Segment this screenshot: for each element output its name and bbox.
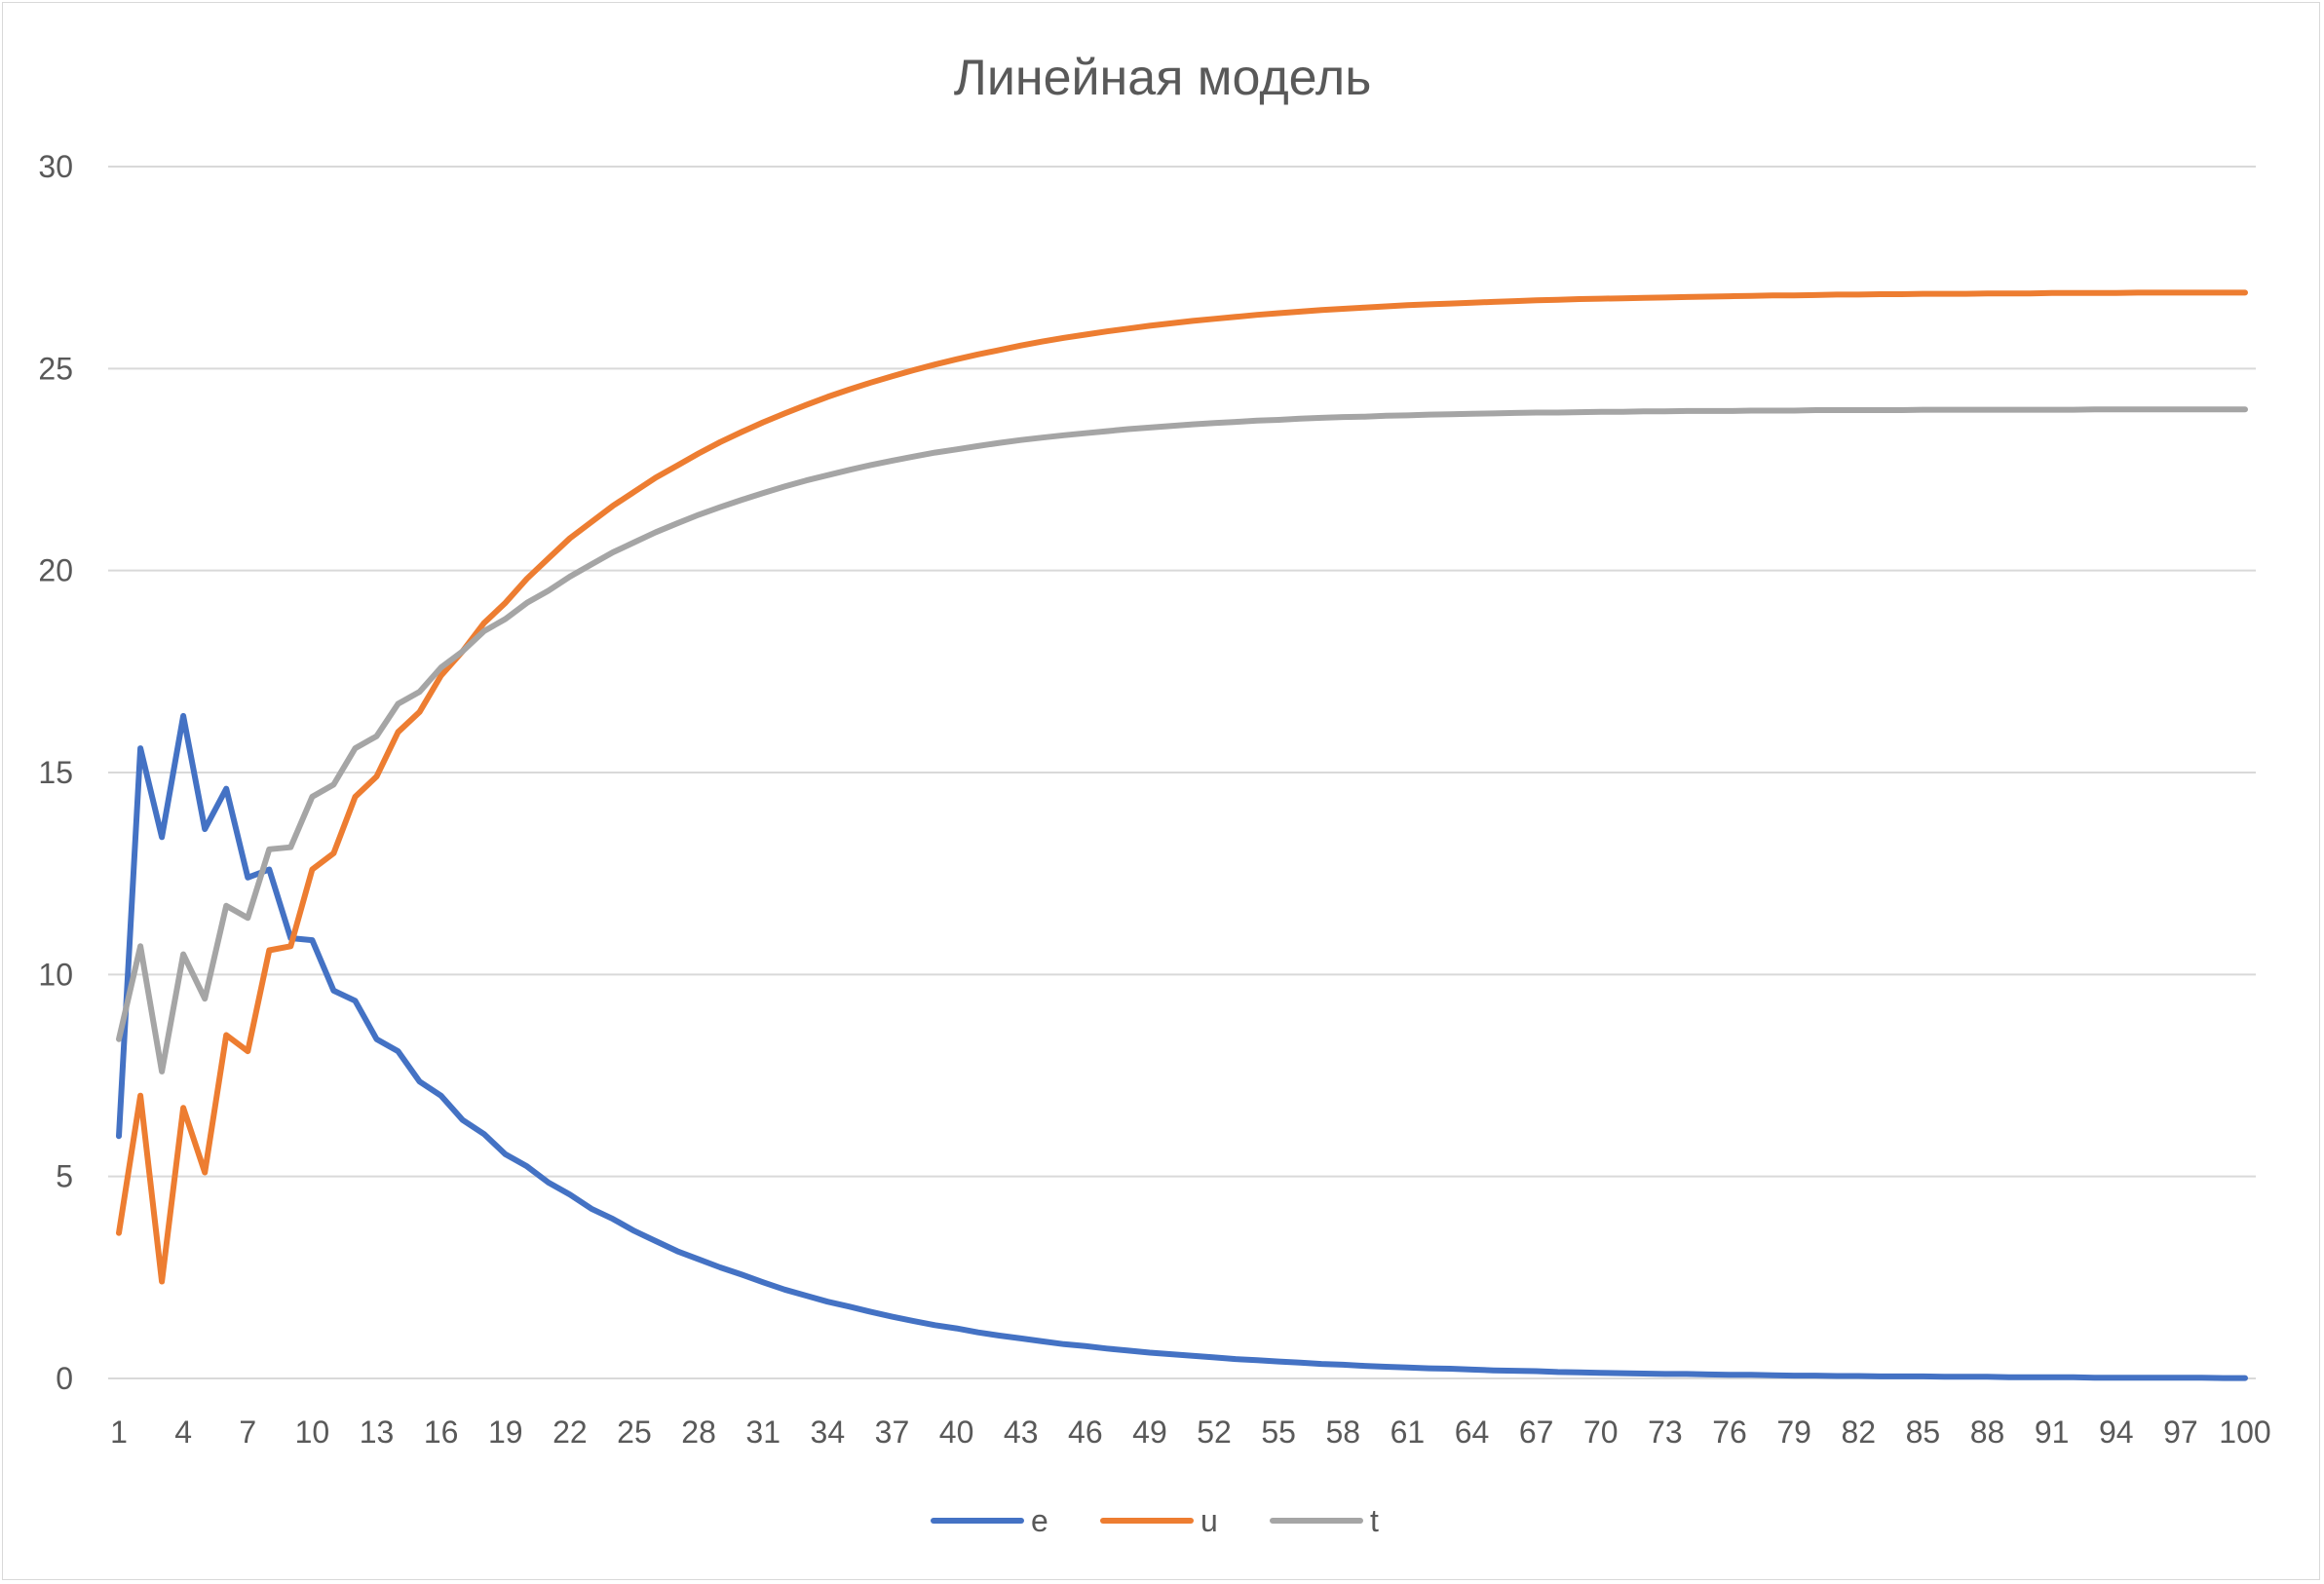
legend-label-u: u (1200, 1503, 1218, 1538)
x-tick-label: 46 (1068, 1414, 1103, 1450)
x-tick-label: 28 (681, 1414, 716, 1450)
series-line-e (116, 712, 2248, 1381)
chart-svg: Линейная модель 0 5 10 15 20 25 30 1 4 7 10 13 16 19… (38, 50, 2271, 1538)
y-tick-label: 15 (38, 755, 73, 790)
x-tick-label: 64 (1455, 1414, 1490, 1450)
x-tick-label: 13 (360, 1414, 395, 1450)
legend-label-e: e (1031, 1503, 1048, 1538)
x-tick-label: 22 (552, 1414, 588, 1450)
x-tick-label: 19 (488, 1414, 523, 1450)
series-line-u (116, 289, 2248, 1285)
y-tick-label: 25 (38, 351, 73, 386)
y-tick-label: 0 (56, 1361, 73, 1396)
chart-title: Линейная модель (954, 50, 1372, 106)
x-tick-label: 49 (1132, 1414, 1167, 1450)
x-tick-label: 31 (745, 1414, 781, 1450)
x-tick-label: 76 (1712, 1414, 1747, 1450)
x-tick-label: 67 (1519, 1414, 1554, 1450)
x-axis-tick-labels: 1 4 7 10 13 16 19 22 25 28 31 34 37 40 43 46 49 52 55 58 61 6… (110, 1414, 2271, 1450)
x-tick-label: 61 (1391, 1414, 1426, 1450)
y-axis-tick-labels: 0 5 10 15 20 25 30 (38, 149, 73, 1396)
x-tick-label: 79 (1776, 1414, 1811, 1450)
x-tick-label: 10 (295, 1414, 330, 1450)
series-lines (116, 289, 2248, 1381)
y-tick-label: 30 (38, 149, 73, 184)
x-tick-label: 70 (1583, 1414, 1619, 1450)
x-tick-label: 100 (2219, 1414, 2270, 1450)
x-tick-label: 52 (1197, 1414, 1232, 1450)
x-tick-label: 94 (2099, 1414, 2134, 1450)
x-tick-label: 88 (1970, 1414, 2005, 1450)
x-tick-label: 34 (811, 1414, 846, 1450)
x-tick-label: 91 (2035, 1414, 2070, 1450)
x-tick-label: 1 (110, 1414, 128, 1450)
x-tick-label: 16 (424, 1414, 459, 1450)
x-tick-label: 85 (1906, 1414, 1941, 1450)
x-tick-label: 40 (939, 1414, 974, 1450)
x-tick-label: 58 (1326, 1414, 1361, 1450)
x-tick-label: 7 (239, 1414, 256, 1450)
x-tick-label: 73 (1648, 1414, 1683, 1450)
gridlines (108, 166, 2256, 1379)
x-tick-label: 25 (617, 1414, 652, 1450)
y-tick-label: 5 (56, 1159, 73, 1194)
x-tick-label: 97 (2163, 1414, 2198, 1450)
x-tick-label: 37 (875, 1414, 910, 1450)
x-tick-label: 82 (1841, 1414, 1876, 1450)
x-tick-label: 4 (174, 1414, 192, 1450)
x-tick-label: 43 (1004, 1414, 1039, 1450)
legend-label-t: t (1370, 1503, 1379, 1538)
x-tick-label: 55 (1261, 1414, 1296, 1450)
y-tick-label: 20 (38, 553, 73, 588)
y-tick-label: 10 (38, 957, 73, 992)
series-line-t (116, 406, 2248, 1075)
